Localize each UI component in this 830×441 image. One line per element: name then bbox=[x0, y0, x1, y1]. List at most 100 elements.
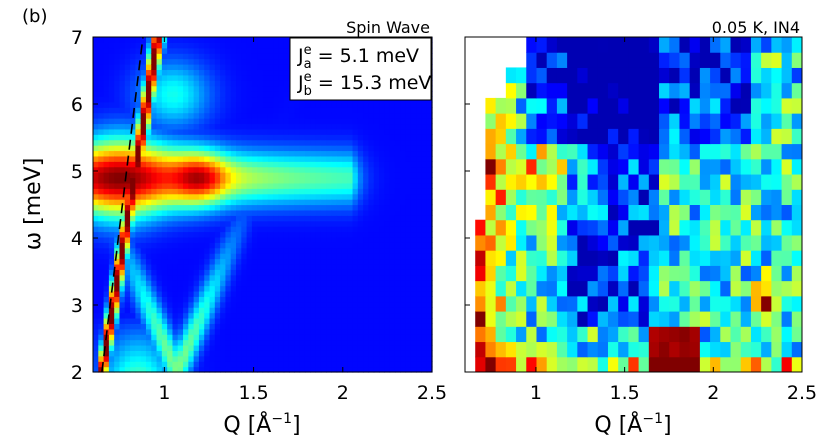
spin-wave-heatmap-cell bbox=[183, 155, 189, 162]
spin-wave-heatmap-cell bbox=[246, 123, 253, 130]
spin-wave-heatmap-cell bbox=[394, 215, 401, 222]
spin-wave-heatmap-cell bbox=[204, 253, 211, 260]
spin-wave-heatmap-cell bbox=[145, 166, 152, 173]
spin-wave-heatmap-cell bbox=[145, 182, 152, 189]
spin-wave-heatmap-cell bbox=[236, 193, 242, 200]
spin-wave-heatmap-cell bbox=[198, 172, 205, 179]
spin-wave-heatmap-cell bbox=[225, 118, 232, 125]
spin-wave-heatmap-cell bbox=[400, 334, 407, 341]
spin-wave-heatmap-cell bbox=[405, 226, 412, 233]
in4-heatmap-cell bbox=[699, 37, 711, 53]
spin-wave-heatmap-cell bbox=[283, 64, 290, 71]
spin-wave-heatmap-cell bbox=[288, 366, 295, 373]
spin-wave-heatmap-cell bbox=[241, 274, 248, 281]
spin-wave-heatmap-cell bbox=[140, 42, 147, 49]
spin-wave-heatmap-cell bbox=[130, 355, 136, 362]
spin-wave-heatmap-cell bbox=[294, 112, 301, 119]
spin-wave-heatmap-cell bbox=[103, 285, 110, 292]
spin-wave-heatmap-cell bbox=[151, 296, 158, 303]
spin-wave-heatmap-cell bbox=[389, 188, 396, 195]
spin-wave-heatmap-cell bbox=[273, 139, 279, 146]
spin-wave-heatmap-cell bbox=[352, 242, 359, 249]
spin-wave-heatmap-cell bbox=[177, 42, 184, 49]
spin-wave-heatmap-cell bbox=[283, 247, 290, 254]
spin-wave-heatmap-cell bbox=[230, 204, 237, 211]
spin-wave-heatmap-cell bbox=[230, 172, 237, 179]
spin-wave-heatmap-cell bbox=[421, 177, 428, 184]
spin-wave-heatmap-cell bbox=[310, 285, 317, 292]
spin-wave-heatmap-cell bbox=[267, 42, 274, 49]
spin-wave-heatmap-cell bbox=[257, 263, 264, 270]
spin-wave-heatmap-cell bbox=[193, 74, 200, 81]
spin-wave-heatmap-cell bbox=[320, 101, 327, 108]
in4-heatmap-cell bbox=[536, 311, 548, 327]
spin-wave-heatmap-cell bbox=[145, 150, 152, 157]
spin-wave-heatmap-cell bbox=[331, 301, 338, 308]
spin-wave-y-tick-label: 7 bbox=[71, 27, 83, 49]
spin-wave-heatmap-cell bbox=[357, 118, 364, 125]
spin-wave-heatmap-cell bbox=[225, 280, 232, 287]
in4-heatmap-cell bbox=[556, 356, 568, 373]
spin-wave-heatmap-cell bbox=[315, 366, 322, 373]
spin-wave-heatmap-cell bbox=[336, 188, 343, 195]
spin-wave-heatmap-cell bbox=[373, 220, 380, 227]
spin-wave-heatmap-cell bbox=[172, 253, 179, 260]
spin-wave-heatmap-cell bbox=[156, 215, 163, 222]
spin-wave-heatmap-cell bbox=[294, 350, 301, 357]
in4-heatmap-cell bbox=[659, 97, 670, 114]
spin-wave-heatmap-cell bbox=[114, 263, 121, 270]
spin-wave-heatmap-cell bbox=[93, 199, 99, 206]
spin-wave-heatmap-cell bbox=[405, 134, 412, 141]
spin-wave-heatmap-cell bbox=[119, 323, 126, 330]
spin-wave-heatmap-cell bbox=[373, 328, 380, 335]
spin-wave-heatmap-cell bbox=[331, 166, 338, 173]
spin-wave-heatmap-cell bbox=[204, 247, 211, 254]
spin-wave-heatmap-cell bbox=[400, 328, 407, 335]
spin-wave-heatmap-cell bbox=[299, 220, 306, 227]
spin-wave-heatmap-cell bbox=[193, 253, 200, 260]
spin-wave-heatmap-cell bbox=[124, 80, 131, 87]
in4-heatmap-cell bbox=[710, 280, 721, 297]
spin-wave-heatmap-cell bbox=[230, 344, 237, 351]
spin-wave-heatmap-cell bbox=[288, 107, 295, 114]
spin-wave-heatmap-cell bbox=[304, 274, 311, 281]
spin-wave-heatmap-cell bbox=[98, 334, 105, 341]
spin-wave-heatmap-cell bbox=[145, 47, 152, 54]
spin-wave-heatmap-cell bbox=[177, 317, 184, 324]
spin-wave-heatmap-cell bbox=[241, 47, 248, 54]
spin-wave-heatmap-cell bbox=[416, 253, 423, 260]
spin-wave-heatmap-cell bbox=[209, 112, 216, 119]
spin-wave-heatmap-cell bbox=[151, 274, 158, 281]
spin-wave-heatmap-cell bbox=[140, 166, 147, 173]
in4-heatmap-cell bbox=[618, 341, 629, 358]
in4-heatmap-cell bbox=[516, 204, 527, 221]
spin-wave-heatmap-cell bbox=[341, 334, 348, 341]
spin-wave-heatmap-cell bbox=[421, 199, 428, 206]
spin-wave-heatmap-cell bbox=[124, 296, 131, 303]
in4-heatmap-cell bbox=[761, 280, 772, 297]
spin-wave-heatmap-cell bbox=[124, 215, 131, 222]
spin-wave-heatmap-cell bbox=[283, 231, 290, 238]
spin-wave-heatmap-cell bbox=[273, 290, 279, 297]
in4-heatmap-cell bbox=[618, 265, 629, 282]
spin-wave-heatmap-cell bbox=[294, 161, 301, 168]
spin-wave-heatmap-cell bbox=[172, 64, 179, 71]
spin-wave-heatmap-cell bbox=[151, 231, 158, 238]
spin-wave-heatmap-cell bbox=[257, 80, 264, 87]
spin-wave-heatmap-cell bbox=[288, 166, 295, 173]
spin-wave-heatmap-cell bbox=[262, 366, 269, 373]
spin-wave-heatmap-cell bbox=[336, 166, 343, 173]
spin-wave-heatmap-cell bbox=[98, 253, 105, 260]
spin-wave-heatmap-cell bbox=[241, 366, 248, 373]
spin-wave-heatmap-cell bbox=[156, 199, 163, 206]
spin-wave-heatmap-cell bbox=[93, 350, 99, 357]
in4-heatmap-cell bbox=[485, 158, 497, 175]
spin-wave-heatmap-cell bbox=[220, 285, 227, 292]
spin-wave-heatmap-cell bbox=[299, 263, 306, 270]
spin-wave-heatmap-cell bbox=[135, 91, 142, 98]
in4-heatmap-cell bbox=[628, 52, 640, 68]
spin-wave-heatmap-cell bbox=[347, 312, 354, 319]
spin-wave-heatmap-cell bbox=[140, 285, 147, 292]
spin-wave-heatmap-cell bbox=[400, 301, 407, 308]
in4-heatmap-cell bbox=[607, 280, 619, 297]
